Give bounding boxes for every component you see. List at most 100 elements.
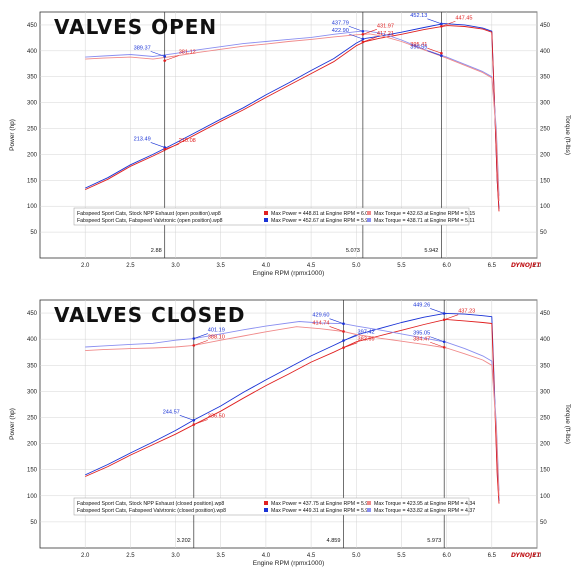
panel-title: VALVES OPEN bbox=[54, 15, 217, 39]
legend-max-power: Max Power = 437.75 at Engine RPM = 5.99 bbox=[271, 501, 371, 507]
y-axis-title-right: Torque (ft-lbs) bbox=[564, 115, 571, 155]
legend-power-swatch bbox=[264, 218, 268, 222]
callout-point bbox=[442, 312, 446, 315]
x-tick-label: 5.5 bbox=[397, 263, 406, 269]
x-tick-label: 6.5 bbox=[488, 263, 497, 269]
x-tick-label: 7.0 bbox=[533, 553, 542, 559]
callout-label: 417.21 bbox=[377, 31, 394, 37]
callout-arrow bbox=[430, 336, 445, 343]
y-tick-label-right: 100 bbox=[540, 494, 551, 500]
series-line-0 bbox=[85, 23, 500, 209]
series-line-0 bbox=[85, 312, 500, 502]
callout-arrow bbox=[193, 419, 208, 425]
y-tick-label-left: 400 bbox=[27, 337, 38, 343]
y-tick-label-left: 200 bbox=[27, 152, 38, 158]
callout-arrow bbox=[348, 33, 363, 40]
y-tick-label-right: 50 bbox=[540, 230, 547, 236]
legend-max-power: Max Power = 448.81 at Engine RPM = 6.01 bbox=[271, 211, 371, 217]
callout-arrow bbox=[164, 55, 179, 61]
x-tick-label: 3.5 bbox=[217, 553, 226, 559]
callout-label: 389.37 bbox=[134, 45, 151, 51]
callout-arrow bbox=[430, 341, 445, 348]
callout-point bbox=[163, 55, 167, 58]
x-tick-label: 7.0 bbox=[533, 263, 542, 269]
callout-label: 388.10 bbox=[208, 334, 225, 340]
y-tick-label-right: 150 bbox=[540, 468, 551, 474]
callout-arrow bbox=[427, 47, 442, 54]
legend-run-name: Fabspeed Sport Cats, Stock NPP Exhaust (… bbox=[77, 501, 224, 507]
callout-point bbox=[163, 147, 167, 151]
x-tick-label: 5.5 bbox=[397, 553, 406, 559]
callout-arrow bbox=[427, 50, 442, 57]
chart-panel-valves-closed: 50 50 100 100 150 150 200 200 250 250 300 300 350 350… bbox=[9, 299, 571, 567]
callout-arrow bbox=[427, 18, 442, 25]
y-tick-label-left: 100 bbox=[27, 494, 38, 500]
callout-label: 422.90 bbox=[332, 28, 349, 34]
y-tick-label-right: 200 bbox=[540, 152, 551, 158]
callout-label: 429.60 bbox=[312, 313, 329, 319]
y-tick-label-right: 400 bbox=[540, 49, 551, 55]
dynojet-logo: DYNOJET bbox=[511, 552, 541, 559]
callout-arrow bbox=[329, 318, 344, 324]
x-axis-title: Engine RPM (rpmx1000) bbox=[253, 560, 325, 567]
y-tick-label-left: 200 bbox=[27, 442, 38, 448]
y-tick-label-right: 50 bbox=[540, 520, 547, 526]
y-tick-label-right: 300 bbox=[540, 101, 551, 107]
x-tick-label: 3.0 bbox=[171, 553, 180, 559]
callout-arrow bbox=[441, 20, 456, 27]
callout-label: 414.74 bbox=[312, 320, 329, 326]
rpm-cursor-label: 4.859 bbox=[327, 538, 341, 544]
callout-point bbox=[442, 318, 446, 322]
callout-point bbox=[342, 322, 345, 326]
x-tick-label: 5.0 bbox=[352, 553, 361, 559]
x-tick-label: 2.5 bbox=[126, 553, 135, 559]
callout-label: 395.05 bbox=[413, 331, 430, 337]
callout-point bbox=[192, 423, 196, 426]
x-tick-label: 2.0 bbox=[81, 263, 90, 269]
callout-arrow bbox=[193, 333, 208, 339]
y-tick-label-left: 400 bbox=[27, 49, 38, 55]
callout-arrow bbox=[343, 342, 358, 348]
legend-power-swatch bbox=[264, 501, 268, 505]
callout-arrow bbox=[362, 29, 377, 35]
y-tick-label-left: 350 bbox=[27, 363, 38, 369]
y-tick-label-right: 350 bbox=[540, 363, 551, 369]
y-tick-label-right: 150 bbox=[540, 178, 551, 184]
callout-point bbox=[440, 22, 443, 26]
callout-point bbox=[342, 330, 345, 333]
callout-point bbox=[442, 340, 446, 344]
legend-max-power: Max Power = 449.31 at Engine RPM = 5.98 bbox=[271, 508, 371, 514]
callout-point bbox=[440, 24, 443, 28]
callout-label: 395.41 bbox=[410, 42, 427, 48]
y-tick-label-left: 150 bbox=[27, 178, 38, 184]
y-tick-label-right: 300 bbox=[540, 389, 551, 395]
rpm-cursor-label: 2.88 bbox=[151, 248, 162, 254]
callout-label: 452.13 bbox=[410, 13, 427, 19]
callout-arrow bbox=[193, 340, 208, 346]
legend-power-swatch bbox=[264, 508, 268, 512]
callout-label: 244.57 bbox=[163, 409, 180, 415]
callout-arrow bbox=[348, 25, 363, 32]
callout-point bbox=[361, 40, 365, 44]
rpm-cursor-label: 5.942 bbox=[424, 248, 438, 254]
y-tick-label-right: 400 bbox=[540, 337, 551, 343]
y-tick-label-right: 250 bbox=[540, 127, 551, 133]
y-tick-label-left: 50 bbox=[30, 230, 37, 236]
y-tick-label-left: 100 bbox=[27, 204, 38, 210]
rpm-cursor-label: 3.202 bbox=[177, 538, 191, 544]
rpm-cursor-label: 5.073 bbox=[346, 248, 360, 254]
legend-torque-swatch bbox=[367, 218, 371, 222]
x-tick-label: 3.0 bbox=[171, 263, 180, 269]
callout-arrow bbox=[150, 51, 165, 57]
callout-point bbox=[192, 419, 196, 422]
y-axis-title-right: Torque (ft-lbs) bbox=[564, 404, 571, 444]
callout-label: 236.50 bbox=[208, 414, 225, 420]
callout-point bbox=[361, 37, 365, 41]
legend-torque-swatch bbox=[367, 501, 371, 505]
x-tick-label: 6.5 bbox=[488, 553, 497, 559]
y-tick-label-right: 250 bbox=[540, 415, 551, 421]
callout-label: 401.19 bbox=[208, 328, 225, 334]
callout-label: 431.97 bbox=[377, 23, 394, 29]
legend-run-name: Fabspeed Sport Cats, Fabspeed Valvtronic… bbox=[77, 508, 226, 514]
